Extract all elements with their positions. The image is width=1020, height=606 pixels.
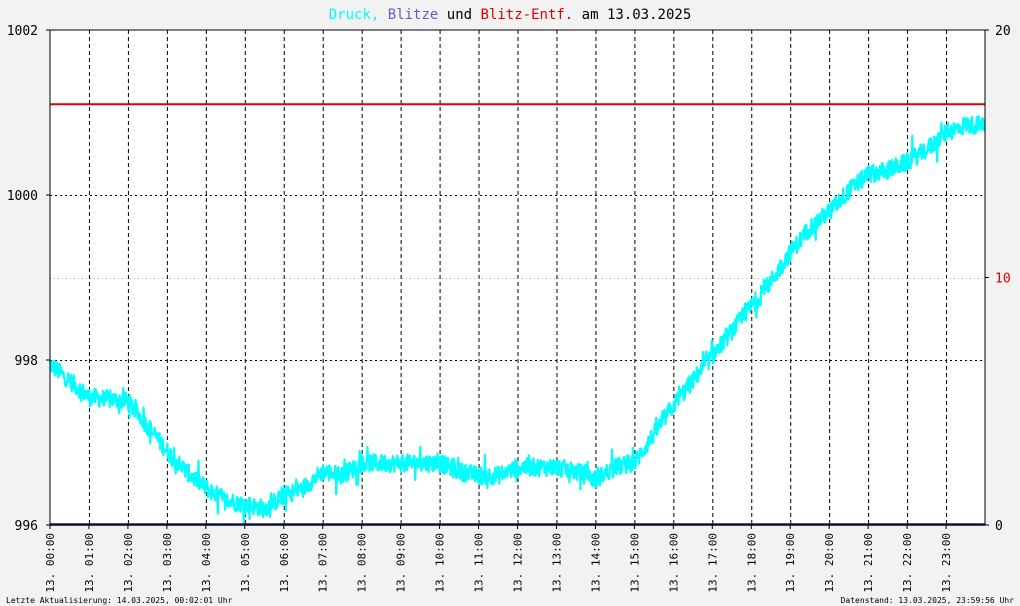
- grid-lines: [50, 30, 985, 525]
- left-tick-label: 1002: [7, 24, 38, 39]
- x-tick-label: 13. 14:00: [589, 533, 602, 593]
- x-tick-label: 13. 21:00: [862, 533, 875, 593]
- x-axis: 13. 00:00 13. 01:00 13. 02:00 13. 03:00 13. …: [44, 525, 953, 593]
- left-tick-label: 996: [15, 519, 38, 534]
- x-tick-label: 13. 05:00: [239, 533, 252, 593]
- title-date: am 13.03.2025: [582, 7, 692, 23]
- x-tick-label: 13. 17:00: [706, 533, 719, 593]
- x-tick-label: 13. 23:00: [940, 533, 953, 593]
- x-tick-label: 13. 10:00: [434, 533, 447, 593]
- x-tick-label: 13. 07:00: [317, 533, 330, 593]
- series-druck-line: [49, 115, 986, 524]
- right-tick-label: 20: [995, 24, 1011, 39]
- x-tick-label: 13. 13:00: [550, 533, 563, 593]
- title-blitze: Blitze: [388, 7, 439, 23]
- right-axis: 0 10 20: [985, 24, 1011, 534]
- left-tick-label: 1000: [7, 189, 38, 204]
- x-tick-label: 13. 16:00: [667, 533, 680, 593]
- x-tick-label: 13. 06:00: [278, 533, 291, 593]
- title-blitz-entf: Blitz-Entf.: [481, 7, 574, 23]
- x-tick-label: 13. 18:00: [745, 533, 758, 593]
- right-tick-label: 10: [995, 272, 1011, 287]
- x-tick-label: 13. 04:00: [200, 533, 213, 593]
- x-tick-label: 13. 03:00: [161, 533, 174, 593]
- x-tick-label: 13. 19:00: [784, 533, 797, 593]
- chart-title: Druck, Blitze und Blitz-Entf. am 13.03.2…: [329, 7, 692, 23]
- x-tick-label: 13. 09:00: [395, 533, 408, 593]
- x-tick-label: 13. 12:00: [512, 533, 525, 593]
- x-tick-label: 13. 11:00: [473, 533, 486, 593]
- last-update-text: Letzte Aktualisierung: 14.03.2025, 00:02…: [6, 596, 233, 605]
- right-tick-label: 0: [995, 519, 1003, 534]
- x-tick-label: 13. 22:00: [901, 533, 914, 593]
- x-tick-label: 13. 15:00: [628, 533, 641, 593]
- left-axis: 996 998 1000 1002: [7, 24, 50, 534]
- left-tick-label: 998: [15, 354, 38, 369]
- title-druck: Druck,: [329, 7, 380, 23]
- data-timestamp-text: Datenstand: 13.03.2025, 23:59:56 Uhr: [840, 596, 1014, 605]
- x-tick-label: 13. 02:00: [122, 533, 135, 593]
- x-tick-label: 13. 20:00: [823, 533, 836, 593]
- x-tick-label: 13. 00:00: [44, 533, 57, 593]
- x-tick-label: 13. 01:00: [83, 533, 96, 593]
- x-tick-label: 13. 08:00: [356, 533, 369, 593]
- title-und: und: [447, 7, 472, 23]
